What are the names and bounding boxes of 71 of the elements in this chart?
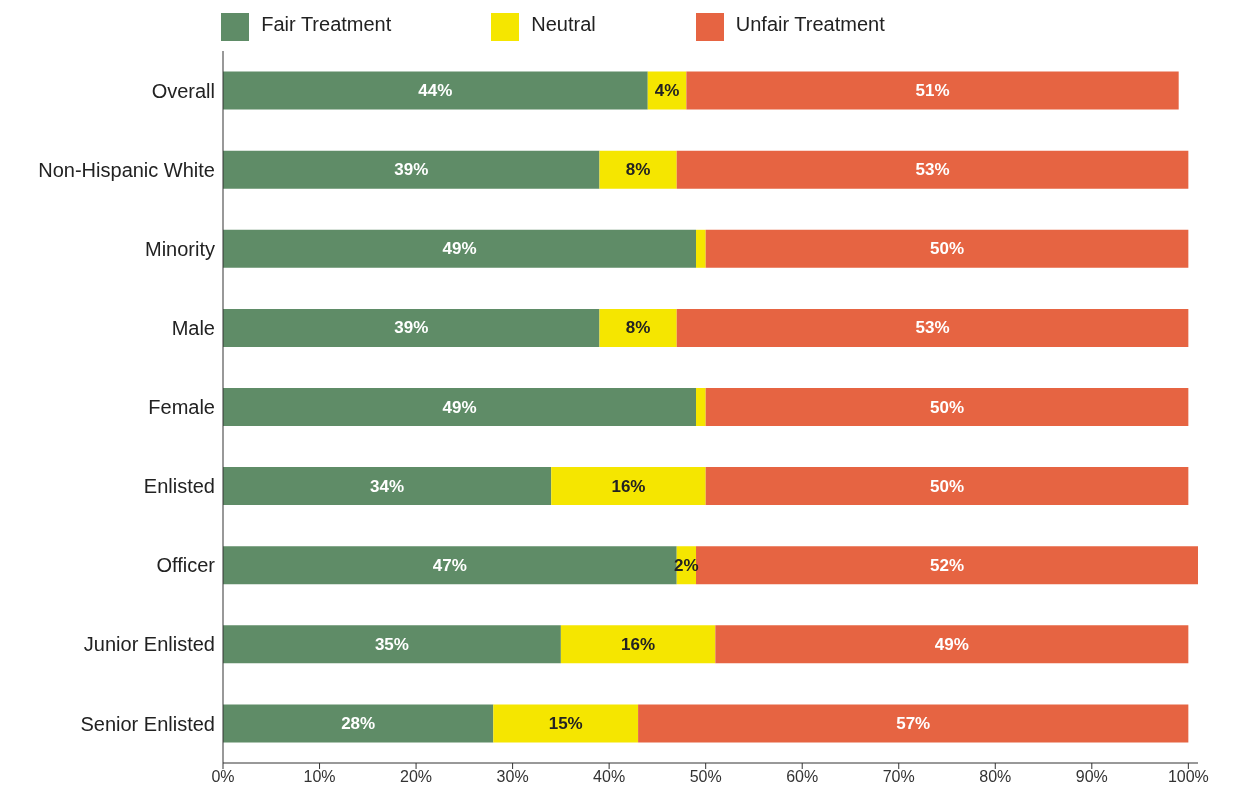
data-label: 51%: [915, 81, 950, 101]
bar: [223, 71, 648, 110]
bar: [223, 704, 494, 743]
x-tick-label: 30%: [496, 768, 529, 786]
data-label: 49%: [442, 239, 477, 259]
data-label: 35%: [374, 634, 409, 654]
y-tick-label: Male: [171, 316, 215, 339]
data-label: 39%: [394, 318, 429, 338]
x-tick-label: 0%: [211, 768, 235, 786]
x-tick-label: 50%: [689, 768, 722, 786]
data-label: 4%: [654, 81, 680, 101]
legend-label: Unfair Treatment: [735, 13, 885, 36]
data-label: 50%: [929, 476, 965, 496]
data-label: 53%: [915, 160, 950, 180]
data-label: 52%: [929, 555, 965, 575]
y-tick-label: Enlisted: [143, 475, 215, 498]
bar: [560, 625, 716, 664]
data-label: 57%: [896, 713, 931, 733]
data-label: 34%: [370, 476, 405, 496]
data-label: 16%: [611, 476, 646, 496]
x-tick-label: 80%: [979, 768, 1012, 786]
bar: [638, 704, 1189, 743]
data-label: 15%: [548, 713, 583, 733]
x-tick-label: 10%: [303, 768, 336, 786]
y-tick-label: Female: [148, 396, 215, 419]
bar: [223, 467, 552, 506]
data-label: 16%: [621, 634, 656, 654]
bar: [696, 546, 1198, 585]
data-label: 39%: [394, 160, 429, 180]
data-label: 49%: [934, 634, 969, 654]
x-tick-label: 70%: [882, 768, 915, 786]
bar: [223, 150, 600, 189]
legend-label: Fair Treatment: [261, 13, 392, 36]
data-label: 8%: [625, 160, 651, 180]
data-label: 50%: [929, 239, 965, 259]
x-tick-label: 90%: [1075, 768, 1108, 786]
y-tick-label: Non-Hispanic White: [38, 158, 215, 181]
bar: [676, 308, 1189, 347]
data-label: 47%: [432, 555, 467, 575]
bar: [696, 388, 706, 427]
bar: [705, 229, 1189, 268]
y-tick-label: Junior Enlisted: [83, 633, 215, 656]
data-label: 28%: [341, 713, 376, 733]
bar: [696, 229, 706, 268]
x-tick-label: 60%: [786, 768, 819, 786]
bar: [599, 150, 677, 189]
x-tick-label: 100%: [1167, 768, 1209, 786]
y-tick-label: Minority: [144, 237, 215, 260]
bar: [705, 388, 1189, 427]
data-label: 8%: [625, 318, 651, 338]
bar: [715, 625, 1189, 664]
bar: [551, 467, 706, 506]
bar: [705, 467, 1189, 506]
data-label: 44%: [418, 81, 453, 101]
data-label: 49%: [442, 397, 477, 417]
bar: [223, 388, 697, 427]
bar: [493, 704, 639, 743]
bar: [686, 71, 1179, 110]
y-tick-label: Senior Enlisted: [80, 712, 215, 735]
y-tick-label: Officer: [156, 554, 216, 577]
bar: [223, 308, 600, 347]
x-tick-label: 40%: [593, 768, 626, 786]
data-label: 50%: [929, 397, 965, 417]
bar: [223, 625, 561, 664]
x-tick-label: 20%: [400, 768, 433, 786]
data-label: 53%: [915, 318, 950, 338]
y-tick-label: Overall: [151, 79, 215, 102]
bar: [599, 308, 677, 347]
legend-label: Neutral: [531, 13, 596, 36]
bar: [676, 150, 1189, 189]
bar: [223, 229, 697, 268]
